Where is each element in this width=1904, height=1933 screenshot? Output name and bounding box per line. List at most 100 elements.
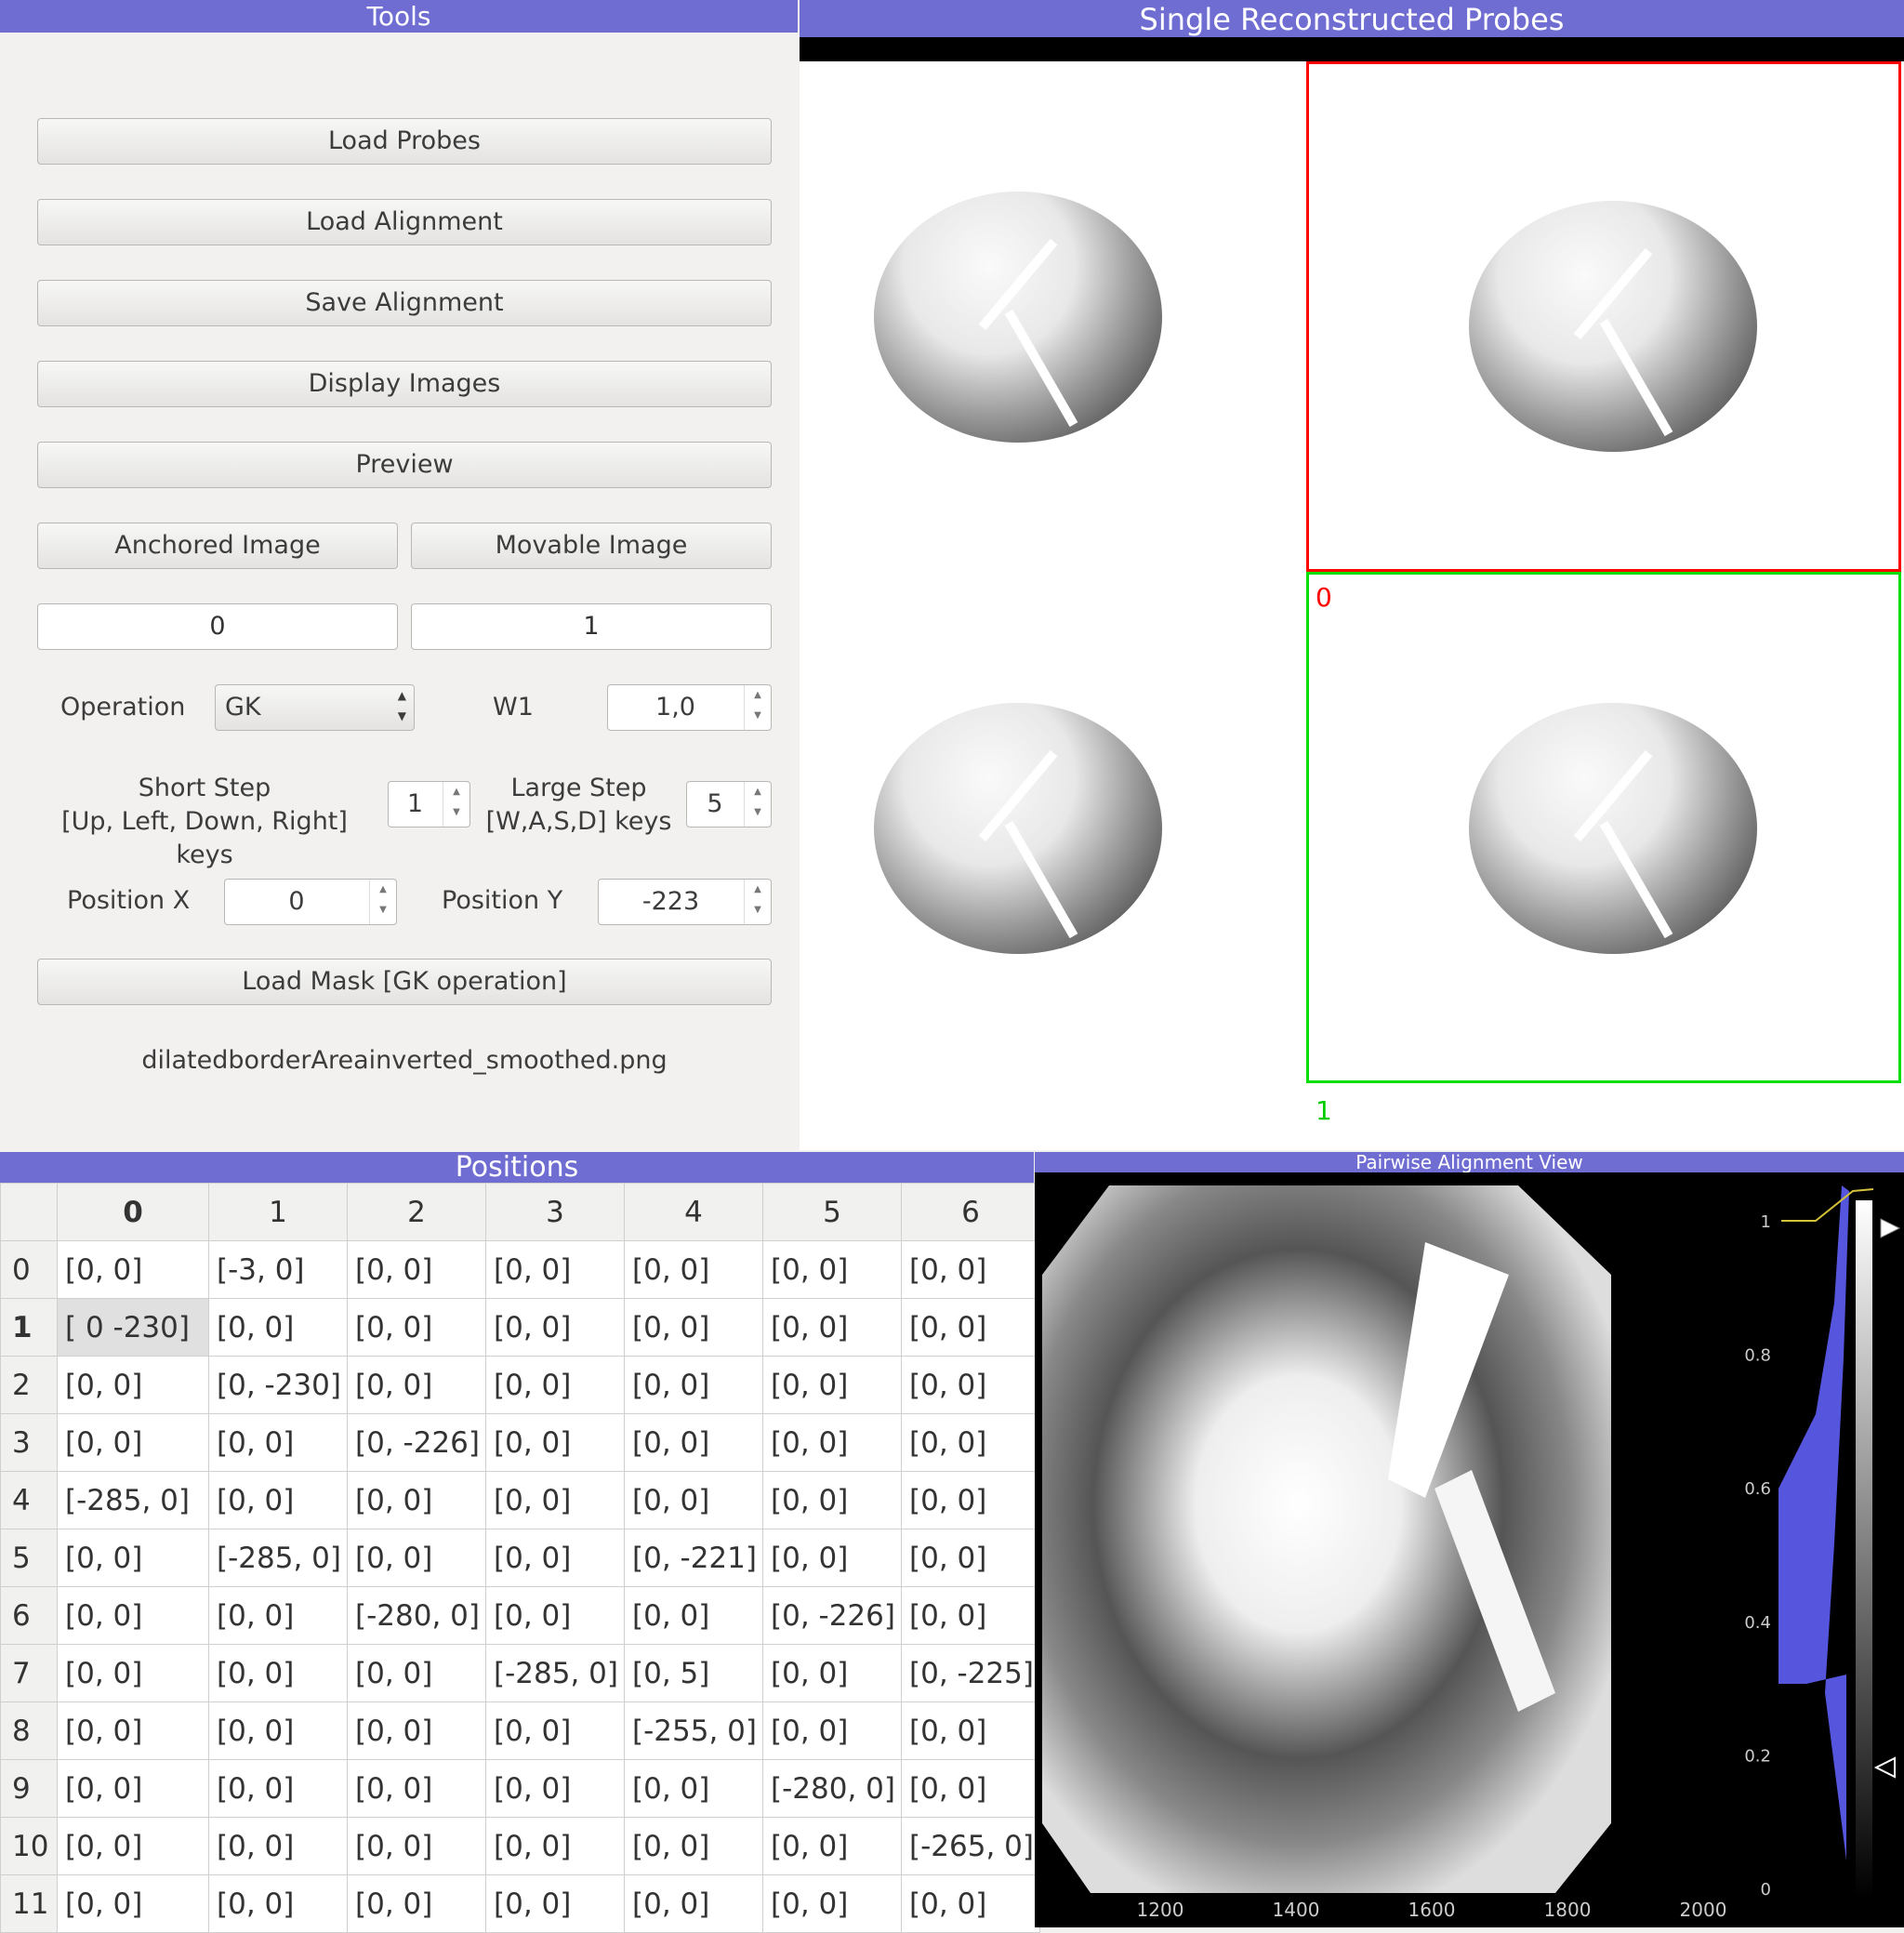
table-cell[interactable]: [0, 0] [624, 1874, 763, 1933]
table-cell[interactable]: [0, 0] [57, 1701, 209, 1760]
table-cell[interactable]: [0, 0] [347, 1471, 486, 1529]
table-cell[interactable]: [0, 0] [901, 1471, 1040, 1529]
load-probes-button[interactable]: Load Probes [37, 118, 772, 165]
preview-button[interactable]: Preview [37, 442, 772, 488]
table-cell[interactable]: [0, 0] [347, 1817, 486, 1875]
table-cell[interactable]: [0, 0] [57, 1759, 209, 1818]
table-cell[interactable]: [0, 0] [901, 1413, 1040, 1472]
table-cell[interactable]: [0, 0] [762, 1817, 902, 1875]
row-header-2[interactable]: 2 [0, 1356, 58, 1414]
table-cell[interactable]: [-285, 0] [57, 1471, 209, 1529]
movable-image-index-field[interactable]: 1 [411, 603, 772, 650]
table-cell[interactable]: [0, 0] [485, 1817, 625, 1875]
row-header-5[interactable]: 5 [0, 1529, 58, 1587]
table-cell[interactable]: [0, 0] [624, 1586, 763, 1645]
load-alignment-button[interactable]: Load Alignment [37, 199, 772, 245]
table-cell[interactable]: [-280, 0] [762, 1759, 902, 1818]
spin-arrows-icon[interactable]: ▲ ▼ [443, 782, 469, 827]
table-cell[interactable]: [0, 0] [762, 1356, 902, 1414]
table-cell[interactable]: [0, 0] [901, 1874, 1040, 1933]
probes-canvas[interactable]: 0 1 [800, 61, 1904, 1150]
table-cell[interactable]: [0, 0] [57, 1240, 209, 1299]
table-cell[interactable]: [0, 0] [901, 1759, 1040, 1818]
alignment-view-panel[interactable]: 1200 1400 1600 1800 2000 0 0.2 0.4 0.6 0.8 1 [1035, 1172, 1904, 1927]
probe-image-top-right[interactable] [1469, 201, 1757, 452]
table-cell[interactable]: [0, 0] [624, 1356, 763, 1414]
table-cell[interactable]: [0, 0] [485, 1240, 625, 1299]
table-cell[interactable]: [0, 0] [485, 1356, 625, 1414]
alignment-image[interactable] [1042, 1185, 1611, 1893]
table-cell[interactable]: [0, 0] [208, 1701, 348, 1760]
table-cell[interactable]: [0, 0] [57, 1413, 209, 1472]
table-cell[interactable]: [0, 0] [762, 1701, 902, 1760]
table-cell[interactable]: [0, 0] [624, 1759, 763, 1818]
table-cell[interactable]: [-3, 0] [208, 1240, 348, 1299]
table-cell[interactable]: [0, 0] [901, 1240, 1040, 1299]
alignment-view-svg[interactable]: 1200 1400 1600 1800 2000 0 0.2 0.4 0.6 0.8 1 [1035, 1172, 1904, 1927]
table-cell[interactable]: [0, 5] [624, 1644, 763, 1702]
spin-arrows-icon[interactable]: ▲ ▼ [369, 880, 396, 924]
table-row[interactable]: 9 [0, 0] [0, 0] [0, 0] [0, 0] [0, 0] [-280, 0]… [0, 1759, 1040, 1818]
table-cell[interactable]: [0, 0] [347, 1529, 486, 1587]
spin-arrows-icon[interactable]: ▲ ▼ [744, 685, 771, 730]
table-cell[interactable]: [0, 0] [347, 1298, 486, 1357]
w1-spinbox[interactable]: 1,0 ▲ ▼ [607, 684, 772, 731]
table-cell[interactable]: [0, 0] [901, 1529, 1040, 1587]
table-cell[interactable]: [0, 0] [762, 1874, 902, 1933]
table-cell[interactable]: [0, 0] [57, 1644, 209, 1702]
short-step-spinbox[interactable]: 1 ▲ ▼ [388, 781, 470, 827]
probe-image-top-left[interactable] [874, 192, 1162, 443]
row-header-9[interactable]: 9 [0, 1759, 58, 1818]
lut-upper-handle-icon[interactable] [1880, 1218, 1901, 1238]
table-cell[interactable]: [0, 0] [57, 1356, 209, 1414]
row-header-3[interactable]: 3 [0, 1413, 58, 1472]
row-header-6[interactable]: 6 [0, 1586, 58, 1645]
table-cell[interactable]: [0, 0] [762, 1413, 902, 1472]
column-header-0[interactable]: 0 [57, 1183, 209, 1241]
table-cell[interactable]: [-285, 0] [485, 1644, 625, 1702]
column-header-3[interactable]: 3 [485, 1183, 625, 1241]
table-cell[interactable]: [0, 0] [485, 1298, 625, 1357]
table-cell[interactable]: [0, 0] [762, 1529, 902, 1587]
movable-image-button[interactable]: Movable Image [411, 523, 772, 569]
large-step-spinbox[interactable]: 5 ▲ ▼ [686, 781, 772, 827]
table-cell[interactable]: [0, 0] [624, 1298, 763, 1357]
table-cell[interactable]: [0, -225] [901, 1644, 1040, 1702]
column-header-2[interactable]: 2 [347, 1183, 486, 1241]
table-cell[interactable]: [0, 0] [208, 1759, 348, 1818]
table-cell[interactable]: [0, 0] [624, 1240, 763, 1299]
table-cell[interactable]: [0, 0] [485, 1759, 625, 1818]
table-cell[interactable]: [0, 0] [485, 1471, 625, 1529]
table-cell[interactable]: [0, 0] [485, 1586, 625, 1645]
spin-arrows-icon[interactable]: ▲ ▼ [744, 880, 771, 924]
table-cell[interactable]: [0, 0] [624, 1413, 763, 1472]
table-cell[interactable]: [0, 0] [208, 1644, 348, 1702]
table-cell[interactable]: [0, 0] [57, 1817, 209, 1875]
display-images-button[interactable]: Display Images [37, 361, 772, 407]
table-row[interactable]: 0 [0, 0] [-3, 0] [0, 0] [0, 0] [0, 0] [0, 0] [0… [0, 1240, 1040, 1299]
table-cell[interactable]: [0, 0] [624, 1817, 763, 1875]
table-row[interactable]: 6 [0, 0] [0, 0] [-280, 0] [0, 0] [0, 0] [0, -2… [0, 1586, 1040, 1645]
table-cell[interactable]: [0, 0] [901, 1356, 1040, 1414]
row-header-11[interactable]: 11 [0, 1874, 58, 1933]
row-header-8[interactable]: 8 [0, 1701, 58, 1760]
table-cell[interactable]: [0, 0] [208, 1298, 348, 1357]
anchored-image-button[interactable]: Anchored Image [37, 523, 398, 569]
table-cell[interactable]: [-280, 0] [347, 1586, 486, 1645]
table-cell[interactable]: [0, 0] [347, 1701, 486, 1760]
probe-image-bottom-left[interactable] [874, 703, 1162, 954]
table-cell[interactable]: [0, 0] [901, 1701, 1040, 1760]
table-row[interactable]: 7 [0, 0] [0, 0] [0, 0] [-285, 0] [0, 5] [0, 0]… [0, 1644, 1040, 1702]
table-row[interactable]: 3 [0, 0] [0, 0] [0, -226] [0, 0] [0, 0] [0, 0]… [0, 1413, 1040, 1472]
table-row[interactable]: 10 [0, 0] [0, 0] [0, 0] [0, 0] [0, 0] [0, 0] [-… [0, 1817, 1040, 1875]
table-cell[interactable]: [0, 0] [208, 1874, 348, 1933]
table-row[interactable]: 8 [0, 0] [0, 0] [0, 0] [0, 0] [-255, 0] [0, 0]… [0, 1701, 1040, 1760]
table-cell[interactable]: [0, 0] [208, 1413, 348, 1472]
table-cell[interactable]: [0, 0] [347, 1240, 486, 1299]
row-header-1[interactable]: 1 [0, 1298, 58, 1357]
table-cell[interactable]: [-265, 0] [901, 1817, 1040, 1875]
table-row[interactable]: 4 [-285, 0] [0, 0] [0, 0] [0, 0] [0, 0] [0, 0]… [0, 1471, 1040, 1529]
table-cell[interactable]: [0, -226] [347, 1413, 486, 1472]
column-header-1[interactable]: 1 [208, 1183, 348, 1241]
